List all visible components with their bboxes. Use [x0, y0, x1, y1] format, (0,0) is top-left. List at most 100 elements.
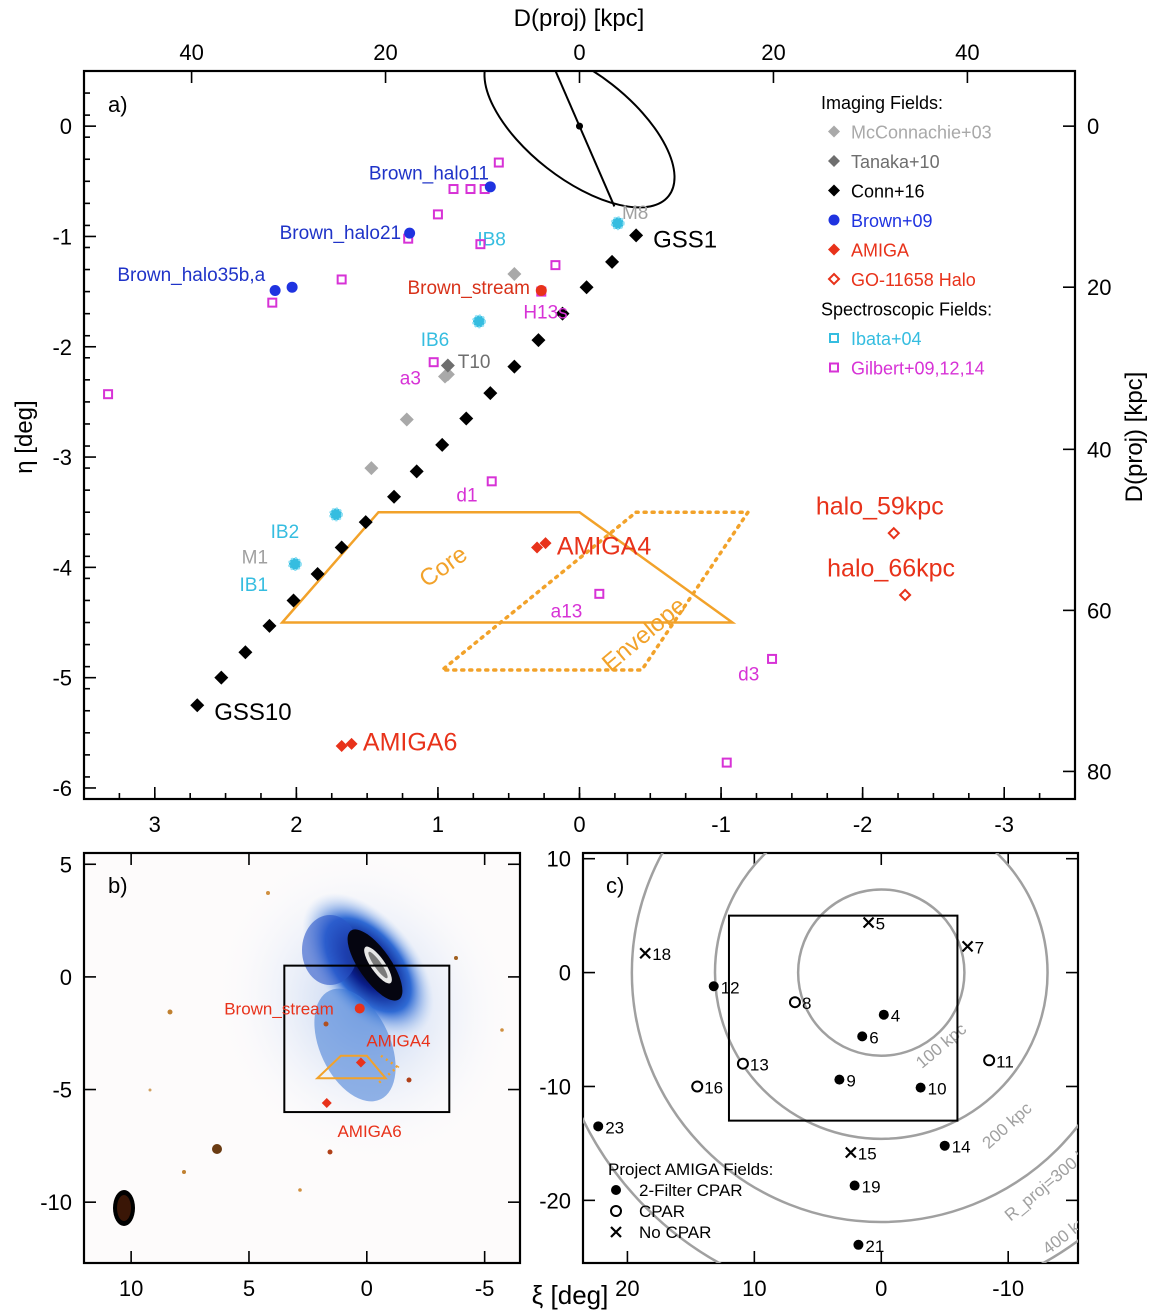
a-x-tick-label: 2: [290, 812, 302, 837]
c-y-tick-label: 0: [559, 961, 571, 986]
panel-b-image: [84, 853, 520, 1263]
b-x-tick-label: 5: [243, 1276, 255, 1301]
c-field-marker: [708, 981, 719, 992]
panel-a-label: a): [108, 92, 128, 117]
gilbert-point: [448, 184, 459, 195]
c-field-marker: [853, 1239, 864, 1250]
brown-label: Brown_halo11: [369, 163, 489, 184]
c-field-marker: [857, 1031, 868, 1042]
c-field-marker: [961, 940, 974, 953]
conn16-point: [409, 464, 424, 479]
brown-point: [286, 281, 298, 293]
conn16-point: [262, 618, 277, 633]
c-field-label: 6: [869, 1028, 878, 1047]
c-x-tick-label: -10: [992, 1276, 1024, 1301]
legend-title-imaging: Imaging Fields:: [821, 93, 943, 113]
panel-a-top-axis-title: D(proj) [kpc]: [514, 5, 645, 32]
legend-marker: [827, 272, 841, 286]
tanaka-point: [440, 358, 455, 373]
conn16-label: GSS10: [214, 699, 291, 726]
c-field-marker: [610, 1205, 622, 1217]
panel-b-axes: 10 5 0 -5 5 0 -5 -10: [40, 852, 520, 1301]
c-field-label: 8: [802, 994, 811, 1013]
gilbert-point: [428, 357, 439, 368]
a-right-tick-label: 60: [1087, 598, 1111, 623]
conn16-point: [579, 280, 594, 295]
c-field-marker: [611, 1185, 621, 1195]
legend-entry: Gilbert+09,12,14: [851, 359, 985, 379]
a-top-tick-label: 40: [955, 40, 979, 65]
c-ring-label: 400 kpc: [1039, 1206, 1098, 1258]
a-y-tick-label: -6: [52, 776, 72, 801]
a-right-tick-label: 20: [1087, 275, 1111, 300]
go11658-label: halo_66kpc: [827, 554, 955, 582]
c-ring-label: R_proj=300 kpc: [1001, 1133, 1105, 1225]
b-amiga-point: [355, 1057, 366, 1068]
c-survey-box: [727, 914, 959, 1122]
gilbert-label: a13: [551, 601, 583, 622]
c-field-label: 19: [862, 1178, 881, 1197]
gilbert-point: [465, 184, 476, 195]
mcconnachie-point: [364, 461, 379, 476]
b-survey-box: [283, 964, 451, 1114]
conn16-point: [435, 437, 450, 452]
c-field-label: 14: [952, 1138, 971, 1157]
conn16-point: [605, 254, 620, 269]
ibata-point: [610, 216, 625, 231]
c-field-label: 5: [876, 914, 885, 933]
a-right-tick-label: 40: [1087, 437, 1111, 462]
conn16-point: [358, 515, 373, 530]
legend-marker: [829, 333, 839, 343]
conn16-point: [190, 698, 205, 713]
brown-label: Brown_stream: [407, 278, 530, 299]
c-y-tick-label: 10: [547, 847, 571, 872]
gilbert-point: [486, 476, 497, 487]
panel-a-plot: CoreEnvelopeGSS1GSS10T10M8IB8IB6IB2M1IB1…: [103, 71, 955, 768]
a-x-tick-label: 3: [149, 812, 161, 837]
b-brown-stream-point: [354, 1003, 365, 1014]
legend-marker: [828, 184, 840, 197]
brown-label: Brown_halo21: [280, 223, 401, 244]
b-x-tick-label: 0: [361, 1276, 373, 1301]
c-field-label: 18: [652, 945, 671, 964]
panel-a-y-axis-title: η [deg]: [11, 400, 38, 473]
a-top-tick-label: 0: [573, 40, 585, 65]
a-x-tick-label: -2: [853, 812, 873, 837]
b-label: AMIGA4: [366, 1031, 430, 1050]
amiga-label: AMIGA4: [557, 532, 652, 560]
amiga-point: [345, 737, 358, 750]
c-ring: [630, 853, 1078, 1224]
c-field-marker: [788, 996, 801, 1009]
amiga-point: [335, 740, 348, 753]
amiga-point: [539, 537, 552, 550]
b-amiga-point: [321, 1098, 332, 1109]
c-field-marker: [593, 1121, 604, 1132]
conn16-label: GSS1: [653, 227, 717, 254]
legend-entry: GO-11658 Halo: [851, 270, 976, 290]
panel-c-frame: [581, 851, 1080, 1265]
go11658-point: [887, 526, 901, 540]
legend-entry: Tanaka+10: [851, 152, 940, 172]
panel-b-overlay: Brown_stream AMIGA4 AMIGA6: [224, 964, 451, 1141]
ibata-label: IB6: [421, 330, 450, 351]
c-field-label: 12: [721, 978, 740, 997]
c-field-label: 13: [750, 1056, 769, 1075]
c-ring-label: 200 kpc: [979, 1098, 1036, 1152]
a-top-tick-label: 20: [761, 40, 785, 65]
a-x-tick-label: 1: [432, 812, 444, 837]
a-y-tick-label: -3: [52, 445, 72, 470]
a-y-tick-label: -5: [52, 666, 72, 691]
conn16-point: [387, 489, 402, 504]
c-field-label: 21: [865, 1237, 884, 1256]
mcconnachie-point: [440, 367, 455, 382]
c-legend-title: Project AMIGA Fields:: [608, 1160, 773, 1179]
c-field-label: 11: [996, 1052, 1014, 1071]
legend-marker: [828, 214, 840, 226]
c-field-label: 16: [704, 1078, 723, 1097]
legend-marker: [828, 155, 840, 167]
c-legend-entry: 2-Filter CPAR: [639, 1181, 743, 1200]
c-ring: [796, 888, 966, 1057]
conn16-point: [286, 593, 301, 608]
c-field-marker: [610, 1226, 622, 1238]
